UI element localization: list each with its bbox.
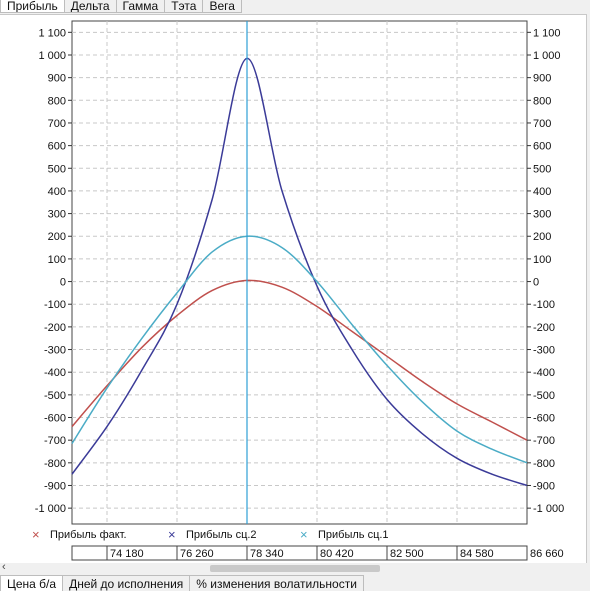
y-tick-label-left: 1 000 [38,50,66,62]
tab-gamma[interactable]: Гамма [115,0,166,13]
y-tick-label-left: -900 [44,480,66,492]
series-line-sc1 [71,235,528,464]
legend: × Прибыль факт. × Прибыль сц.2 × Прибыль сц.1 [32,527,389,542]
y-tick-label-right: 100 [533,254,551,266]
y-tick-label-left: -500 [44,390,66,402]
legend-label-fact: Прибыль факт. [50,529,127,541]
legend-marker-sc2: × [168,527,176,542]
y-tick-label-left: 200 [48,231,66,243]
y-tick-label-right: -200 [533,322,555,334]
y-tick-label-right: 800 [533,95,551,107]
y-tick-label-right: -600 [533,413,555,425]
y-tick-label-right: -800 [533,458,555,470]
scroll-left-arrow[interactable]: ‹ [2,561,6,573]
x-tick-label: 78 340 [250,548,284,560]
y-tick-label-left: -1 000 [35,503,66,515]
y-tick-label-right: 0 [533,277,539,289]
tab-days-to-expiry[interactable]: Дней до исполнения [62,575,191,591]
y-tick-label-right: 1 100 [533,27,561,39]
y-tick-label-left: 600 [48,141,66,153]
bottom-tab-bar: Цена б/а Дней до исполнения % изменения … [0,575,590,591]
x-tick-label: 86 660 [530,548,564,560]
scroll-thumb[interactable] [210,565,380,572]
y-tick-label-left: -400 [44,367,66,379]
tab-profit[interactable]: Прибыль [0,0,65,13]
y-tick-label-left: 400 [48,186,66,198]
y-tick-label-right: -700 [533,435,555,447]
y-tick-label-left: 300 [48,209,66,221]
tab-price[interactable]: Цена б/а [0,575,64,591]
y-tick-label-right: -300 [533,345,555,357]
y-tick-label-right: -400 [533,367,555,379]
y-tick-label-right: 400 [533,186,551,198]
series-line-fact [71,279,528,441]
legend-label-sc1: Прибыль сц.1 [318,529,389,541]
y-tick-label-right: 700 [533,118,551,130]
y-tick-label-right: 300 [533,209,551,221]
y-tick-label-right: -100 [533,299,555,311]
legend-marker-sc1: × [300,527,308,542]
x-tick-label: 74 180 [110,548,144,560]
y-tick-label-left: 500 [48,163,66,175]
x-axis: 74 180 76 260 78 340 80 420 82 500 84 580 86 6… [71,545,564,561]
y-tick-label-right: -900 [533,480,555,492]
top-tab-bar: Прибыль Дельта Гамма Тэта Вега [0,0,590,14]
y-tick-label-left: -100 [44,299,66,311]
y-tick-label-right: -1 000 [533,503,564,515]
y-tick-label-left: -700 [44,435,66,447]
y-tick-label-right: 900 [533,73,551,85]
y-tick-label-left: -800 [44,458,66,470]
y-tick-label-left: -200 [44,322,66,334]
y-tick-label-left: -600 [44,413,66,425]
y-tick-label-left: 1 100 [38,27,66,39]
y-tick-label-left: -300 [44,345,66,357]
legend-label-sc2: Прибыль сц.2 [186,529,257,541]
legend-marker-fact: × [32,527,40,542]
x-tick-label: 80 420 [320,548,354,560]
y-tick-label-left: 100 [48,254,66,266]
y-tick-label-right: 200 [533,231,551,243]
tab-vega[interactable]: Вега [202,0,242,13]
plot-area [71,20,528,525]
y-tick-label-left: 0 [60,277,66,289]
y-tick-label-left: 900 [48,73,66,85]
y-tick-label-right: 1 000 [533,50,561,62]
x-tick-label: 84 580 [460,548,494,560]
tab-delta[interactable]: Дельта [63,0,117,13]
series-layer [71,57,528,487]
tab-theta[interactable]: Тэта [164,0,204,13]
y-tick-label-left: 700 [48,118,66,130]
horizontal-scrollbar[interactable]: ‹ [0,561,590,574]
x-tick-label: 82 500 [390,548,424,560]
y-tick-label-right: 500 [533,163,551,175]
y-tick-label-right: 600 [533,141,551,153]
grid-lines [72,21,527,524]
tab-volatility-change[interactable]: % изменения волатильности [189,575,364,591]
y-tick-label-left: 800 [48,95,66,107]
x-tick-label: 76 260 [180,548,214,560]
y-tick-label-right: -500 [533,390,555,402]
series-line-sc2 [71,57,528,487]
chart-panel: 1 100 1 000 900 800 700 600 500 400 300 200 100 0 -1… [0,14,587,564]
